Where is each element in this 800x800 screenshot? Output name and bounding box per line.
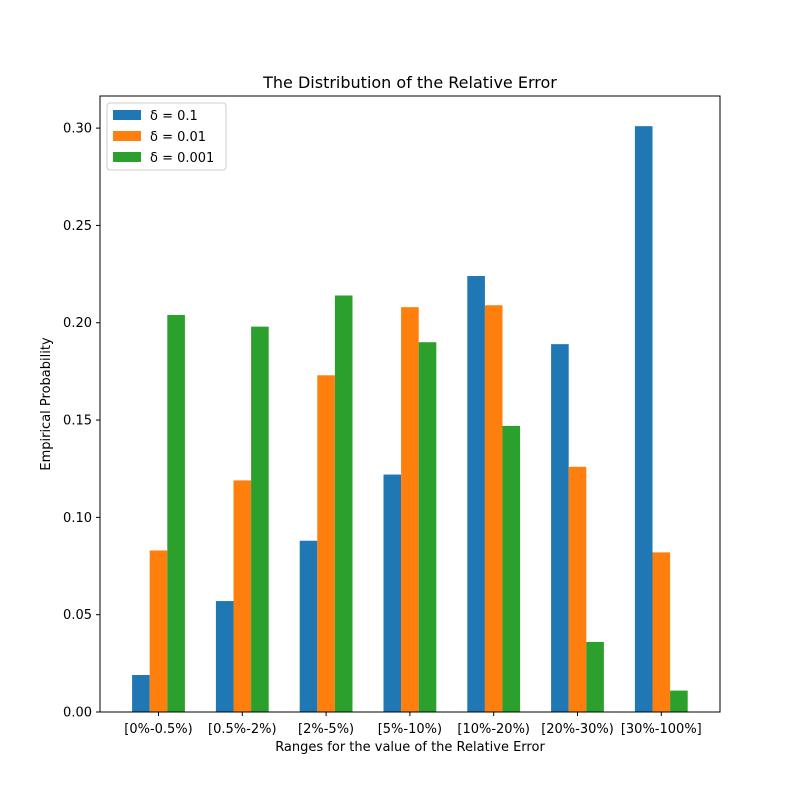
bar-series-3-cat-7 xyxy=(670,690,688,712)
legend-swatch xyxy=(113,152,141,162)
x-tick-label: [0.5%-2%) xyxy=(208,722,277,737)
x-tick-label: [10%-20%) xyxy=(457,722,530,737)
bar-series-2-cat-2 xyxy=(233,480,252,712)
bar-series-3-cat-4 xyxy=(418,342,437,712)
legend-swatch xyxy=(113,110,141,120)
legend-entry-label: δ = 0.01 xyxy=(150,130,206,145)
bar-series-2-cat-6 xyxy=(568,466,587,712)
bar-series-3-cat-5 xyxy=(502,425,521,712)
x-tick-label: [0%-0.5%) xyxy=(124,722,193,737)
y-axis-label: Empirical Probability xyxy=(39,337,54,471)
legend-entry-label: δ = 0.001 xyxy=(150,151,214,166)
x-tick-label: [30%-100%] xyxy=(621,722,702,737)
y-tick-label: 0.00 xyxy=(63,706,92,721)
legend-entry-label: δ = 0.1 xyxy=(150,109,198,124)
bar-series-1-cat-2 xyxy=(215,601,234,712)
bar-series-1-cat-1 xyxy=(132,675,150,712)
bar-series-1-cat-5 xyxy=(467,276,485,712)
legend-swatch xyxy=(113,131,141,141)
chart-title: The Distribution of the Relative Error xyxy=(262,73,557,92)
x-tick-label: [20%-30%) xyxy=(541,722,614,737)
bar-series-3-cat-2 xyxy=(251,326,269,712)
bar-series-3-cat-6 xyxy=(586,641,604,712)
y-axis: 0.00 0.05 0.10 0.15 0.20 0.25 0.30 xyxy=(63,122,100,721)
bar-series-2-cat-5 xyxy=(484,305,503,712)
y-tick-label: 0.15 xyxy=(63,414,92,429)
bar-series-1-cat-6 xyxy=(551,344,569,712)
bar-series-2-cat-4 xyxy=(401,307,419,712)
y-tick-label: 0.30 xyxy=(63,122,92,137)
bar-series-1-cat-3 xyxy=(299,540,318,712)
y-tick-label: 0.05 xyxy=(63,608,92,623)
y-tick-label: 0.10 xyxy=(63,511,92,526)
bar-series-2-cat-3 xyxy=(317,375,335,712)
bar-series-3-cat-3 xyxy=(334,295,353,712)
bar-series-1-cat-4 xyxy=(383,474,402,712)
y-tick-label: 0.25 xyxy=(63,219,92,234)
bar-series-2-cat-1 xyxy=(149,550,168,712)
bar-series-1-cat-7 xyxy=(634,126,653,713)
x-tick-label: [5%-10%) xyxy=(378,722,442,737)
x-axis: [0%-0.5%) [0.5%-2%) [2%-5%) [5%-10%) [10%-20… xyxy=(124,712,702,737)
x-tick-label: [2%-5%) xyxy=(298,722,354,737)
y-tick-label: 0.20 xyxy=(63,316,92,331)
bar-series-2-cat-7 xyxy=(652,552,671,712)
x-axis-label: Ranges for the value of the Relative Err… xyxy=(275,740,545,755)
legend: δ = 0.1 δ = 0.01 δ = 0.001 xyxy=(106,102,227,171)
bars-group xyxy=(132,126,688,713)
bar-series-3-cat-1 xyxy=(167,314,185,712)
